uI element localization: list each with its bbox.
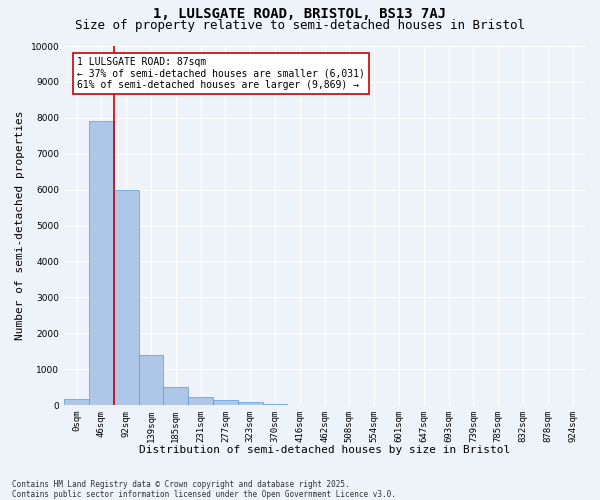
Bar bbox=[139, 355, 163, 405]
Bar bbox=[238, 402, 263, 405]
Text: 1 LULSGATE ROAD: 87sqm
← 37% of semi-detached houses are smaller (6,031)
61% of : 1 LULSGATE ROAD: 87sqm ← 37% of semi-det… bbox=[77, 57, 365, 90]
Y-axis label: Number of semi-detached properties: Number of semi-detached properties bbox=[15, 111, 25, 340]
Text: Contains HM Land Registry data © Crown copyright and database right 2025.
Contai: Contains HM Land Registry data © Crown c… bbox=[12, 480, 396, 499]
Bar bbox=[263, 404, 287, 405]
Bar bbox=[89, 122, 114, 405]
Bar bbox=[163, 387, 188, 405]
X-axis label: Distribution of semi-detached houses by size in Bristol: Distribution of semi-detached houses by … bbox=[139, 445, 510, 455]
Bar bbox=[114, 190, 139, 405]
Bar bbox=[64, 399, 89, 405]
Bar bbox=[188, 397, 213, 405]
Bar bbox=[213, 400, 238, 405]
Text: 1, LULSGATE ROAD, BRISTOL, BS13 7AJ: 1, LULSGATE ROAD, BRISTOL, BS13 7AJ bbox=[154, 8, 446, 22]
Text: Size of property relative to semi-detached houses in Bristol: Size of property relative to semi-detach… bbox=[75, 18, 525, 32]
